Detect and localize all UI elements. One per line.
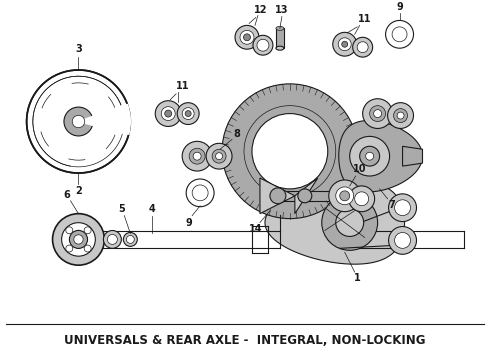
Circle shape — [26, 70, 130, 173]
Text: 11: 11 — [176, 81, 190, 91]
Circle shape — [62, 223, 96, 256]
Text: 6: 6 — [63, 190, 70, 200]
Text: 14: 14 — [249, 224, 263, 234]
Circle shape — [349, 186, 375, 212]
Circle shape — [126, 235, 134, 243]
Circle shape — [222, 84, 358, 219]
Circle shape — [253, 35, 273, 55]
Circle shape — [235, 26, 259, 49]
Circle shape — [322, 195, 378, 250]
Circle shape — [185, 111, 191, 117]
Circle shape — [123, 233, 137, 246]
Text: 2: 2 — [75, 186, 82, 196]
Polygon shape — [276, 28, 284, 48]
Circle shape — [257, 39, 269, 51]
Circle shape — [389, 226, 416, 254]
Text: 5: 5 — [118, 204, 125, 214]
Circle shape — [107, 234, 118, 244]
Circle shape — [270, 188, 286, 204]
Text: 7: 7 — [388, 200, 395, 210]
Circle shape — [369, 105, 386, 122]
Circle shape — [103, 230, 122, 248]
Circle shape — [360, 146, 380, 166]
Circle shape — [72, 115, 85, 128]
Circle shape — [252, 114, 328, 189]
Circle shape — [342, 41, 348, 47]
Circle shape — [333, 32, 357, 56]
Circle shape — [340, 191, 350, 201]
Circle shape — [193, 152, 201, 160]
Circle shape — [84, 227, 91, 234]
Circle shape — [329, 180, 361, 212]
Circle shape — [74, 235, 83, 244]
Text: 8: 8 — [234, 129, 241, 139]
Polygon shape — [265, 181, 405, 264]
Circle shape — [52, 213, 104, 265]
Text: 11: 11 — [358, 14, 371, 24]
Text: 12: 12 — [254, 5, 268, 14]
Text: 4: 4 — [149, 204, 156, 214]
Circle shape — [206, 143, 232, 169]
Wedge shape — [78, 104, 130, 135]
Circle shape — [165, 110, 172, 117]
Circle shape — [336, 209, 364, 237]
Circle shape — [353, 37, 372, 57]
Circle shape — [389, 194, 416, 222]
Circle shape — [189, 148, 205, 164]
Text: 13: 13 — [275, 5, 289, 14]
Circle shape — [66, 245, 73, 252]
Circle shape — [64, 107, 93, 136]
Circle shape — [388, 103, 414, 129]
Circle shape — [394, 200, 411, 216]
Text: 9: 9 — [186, 217, 193, 228]
Circle shape — [70, 230, 88, 248]
Circle shape — [394, 233, 411, 248]
Polygon shape — [260, 178, 295, 213]
Ellipse shape — [276, 26, 284, 30]
Circle shape — [298, 189, 312, 203]
Circle shape — [363, 99, 392, 129]
Ellipse shape — [276, 46, 284, 50]
Circle shape — [66, 227, 73, 234]
Polygon shape — [295, 178, 318, 213]
Circle shape — [336, 187, 354, 205]
Circle shape — [182, 141, 212, 171]
Text: 9: 9 — [396, 1, 403, 12]
Circle shape — [177, 103, 199, 125]
Circle shape — [212, 149, 226, 163]
Polygon shape — [403, 146, 422, 166]
Circle shape — [374, 110, 382, 118]
Circle shape — [244, 34, 250, 41]
Circle shape — [338, 38, 351, 51]
Text: 1: 1 — [354, 273, 361, 283]
Circle shape — [155, 101, 181, 126]
Circle shape — [393, 109, 408, 122]
Circle shape — [357, 42, 368, 53]
Text: 10: 10 — [353, 164, 367, 174]
Circle shape — [397, 112, 404, 119]
Circle shape — [350, 136, 390, 176]
Circle shape — [161, 107, 175, 121]
Text: 3: 3 — [75, 44, 82, 54]
Circle shape — [366, 152, 374, 160]
Circle shape — [84, 245, 91, 252]
Circle shape — [240, 30, 254, 44]
Circle shape — [216, 153, 222, 159]
Text: UNIVERSALS & REAR AXLE -  INTEGRAL, NON-LOCKING: UNIVERSALS & REAR AXLE - INTEGRAL, NON-L… — [64, 334, 426, 347]
Circle shape — [355, 192, 368, 206]
Polygon shape — [339, 121, 422, 192]
Circle shape — [182, 108, 194, 120]
